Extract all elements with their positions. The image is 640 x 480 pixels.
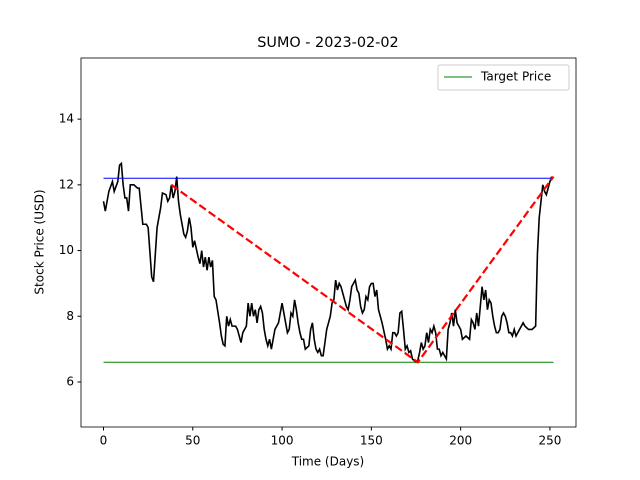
y-tick-label: 8 — [66, 309, 74, 323]
series-line — [170, 175, 555, 364]
x-tick-label: 200 — [449, 434, 472, 448]
legend-box — [437, 64, 570, 91]
legend-label: Target Price — [480, 70, 551, 84]
y-tick-label: 12 — [59, 177, 74, 191]
x-tick-label: 0 — [100, 434, 108, 448]
y-tick-label: 14 — [59, 112, 74, 126]
y-tick-label: 6 — [66, 374, 74, 388]
y-tick-label: 10 — [59, 243, 74, 257]
plot-frame — [80, 57, 577, 428]
x-tick-label: 50 — [185, 434, 200, 448]
x-axis-label: Time (Days) — [291, 455, 365, 469]
x-tick-label: 100 — [271, 434, 294, 448]
x-tick-label: 250 — [538, 434, 561, 448]
x-tick-label: 150 — [360, 434, 383, 448]
series-line — [102, 161, 553, 364]
y-axis-label: Stock Price (USD) — [33, 189, 47, 294]
chart-title: SUMO - 2023-02-02 — [257, 35, 398, 51]
